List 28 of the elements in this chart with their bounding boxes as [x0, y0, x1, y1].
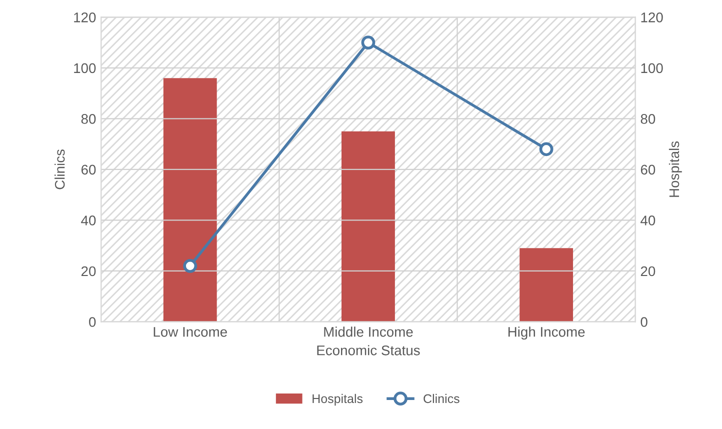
legend-label: Clinics	[424, 394, 460, 404]
y2-tick-label: 60	[640, 164, 656, 175]
x-tick-label: Low Income	[154, 327, 227, 337]
y-tick-label: 80	[81, 114, 96, 124]
y2-tick-label: 20	[640, 266, 656, 276]
y-tick-label: 60	[81, 164, 96, 175]
y2-tick-label: 80	[640, 114, 656, 124]
y-tick-label: 40	[81, 216, 96, 226]
y-tick-label: 20	[81, 266, 96, 276]
bar	[520, 248, 574, 322]
x-tick-label: Middle Income	[324, 326, 413, 337]
x-axis-title: Economic Status	[317, 345, 420, 356]
legend-label: Hospitals	[312, 394, 363, 406]
bar	[342, 131, 395, 322]
y2-axis-title: Hospitals	[668, 141, 682, 197]
point	[361, 36, 376, 50]
y-axis-title: Clinics	[54, 150, 65, 190]
bar	[163, 78, 217, 322]
x-tick-label: High Income	[508, 326, 585, 340]
y2-tick-label: 0	[640, 317, 648, 327]
y-tick-label: 120	[74, 12, 96, 22]
y2-tick-label: 100	[641, 63, 663, 74]
y2-tick-label: 40	[640, 216, 656, 226]
y2-tick-label: 120	[641, 12, 663, 22]
point	[539, 142, 554, 156]
point	[183, 258, 198, 273]
y-tick-label: 0	[89, 317, 96, 327]
y-tick-label: 100	[74, 63, 96, 74]
